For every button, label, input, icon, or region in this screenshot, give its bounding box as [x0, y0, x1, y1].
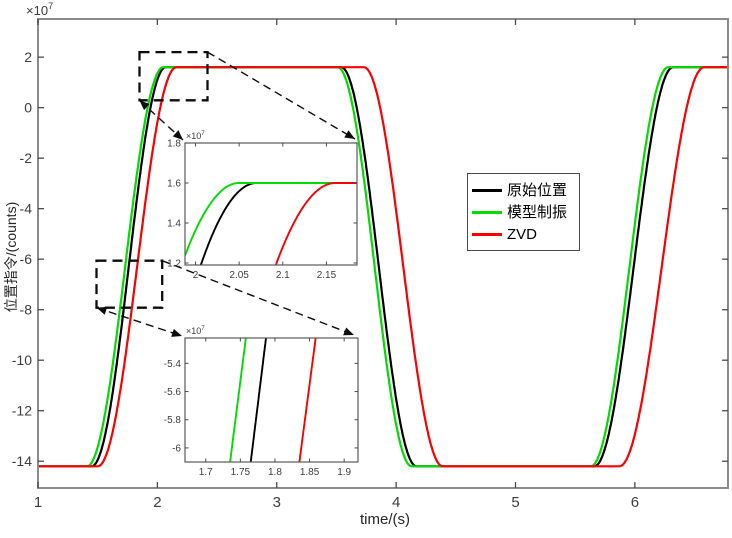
x-tick-label: 3: [273, 494, 281, 511]
inset-upper-x-tick-label: 2: [193, 270, 199, 281]
legend-item-model-damping[interactable]: 模型制振: [472, 201, 575, 223]
inset-lower-x-tick-label: 1.7: [199, 467, 213, 478]
series-original-position: [38, 66, 728, 468]
inset-lower-x-tick-label: 1.75: [231, 467, 251, 478]
legend-line-sample-original-position: [472, 188, 502, 192]
series-zvd: [38, 66, 728, 468]
inset-lower-box: [184, 337, 359, 463]
inset-upper-y-tick-label: 1.6: [167, 179, 181, 190]
inset-lower-y-tick-label: -5.6: [164, 387, 182, 398]
zoom-arrow-upper-right: [207, 51, 356, 140]
inset-lower-x-tick-label: 1.9: [337, 467, 351, 478]
zoom-arrow-line: [96, 307, 183, 337]
x-tick-label: 1: [34, 494, 42, 511]
y-tick-label: 2: [24, 49, 32, 65]
x-tick-label: 4: [392, 494, 400, 511]
inset-upper-series-model-damping: [185, 182, 357, 256]
legend[interactable]: 原始位置 模型制振 ZVD: [467, 173, 580, 251]
zoom-arrow-line: [207, 51, 356, 140]
y-tick-label: -14: [12, 453, 32, 469]
x-axis-label: time/(s): [360, 511, 410, 528]
zoom-arrow-lower-right: [161, 260, 355, 336]
inset-lower-x-tick-label: 1.85: [300, 467, 320, 478]
x-tick-label: 5: [511, 494, 519, 511]
inset-lower-x-tick-label: 1.8: [268, 467, 282, 478]
inset-lower-scale-label: ×107: [186, 325, 205, 336]
y-tick-label: -8: [20, 302, 33, 318]
zoom-arrow-lower-left: [96, 306, 183, 337]
zoom-arrow-head: [172, 130, 183, 140]
zoom-arrow-head: [344, 130, 355, 139]
inset-upper-series-zvd: [274, 182, 357, 265]
inset-upper-background: [185, 143, 357, 265]
inset-upper-y-tick-label: 1.8: [167, 139, 181, 150]
y-axis-label: 位置指令/(counts): [3, 201, 19, 313]
legend-line-sample-zvd: [472, 232, 502, 236]
main-plot-series-group: [38, 66, 728, 468]
zoom-arrow-line: [138, 99, 184, 141]
legend-item-label: 原始位置: [507, 181, 568, 199]
y-tick-label: -2: [20, 150, 33, 166]
zoom-region-rect-upper: [138, 50, 209, 102]
x-tick-label: 6: [631, 494, 639, 511]
y-tick-label: -12: [12, 403, 32, 419]
zoom-arrow-head: [139, 100, 150, 111]
legend-item-label: ZVD: [507, 225, 537, 243]
x-tick-label: 2: [153, 494, 161, 511]
inset-lower-y-tick-label: -5.8: [164, 415, 182, 426]
y-tick-label: 0: [24, 100, 32, 116]
zoom-arrow-line: [161, 260, 355, 336]
plot-area[interactable]: [38, 19, 728, 488]
inset-upper-x-tick-label: 2.1: [276, 270, 290, 281]
y-tick-label: -4: [20, 201, 33, 217]
inset-upper-y-tick-label: 1.4: [167, 219, 181, 230]
inset-upper-scale-label: ×107: [186, 130, 205, 141]
inset-lower-y-tick-label: -6: [172, 443, 181, 454]
zoom-region-rect-lower: [95, 259, 164, 309]
series-model-damping: [38, 66, 728, 468]
inset-upper-x-tick-label: 2.15: [317, 270, 337, 281]
zoom-arrow-head: [96, 306, 108, 315]
y-axis-scale-label: ×107: [26, 1, 53, 18]
zoom-arrow-head: [343, 327, 354, 336]
zoom-arrow-upper-left: [138, 99, 184, 141]
legend-line-sample-model-damping: [472, 210, 502, 214]
inset-upper-x-tick-label: 2.05: [229, 270, 249, 281]
y-tick-label: -10: [12, 352, 32, 368]
inset-upper-series-group: [185, 182, 357, 265]
inset-upper-y-tick-label: 1.2: [167, 259, 181, 270]
legend-item-zvd[interactable]: ZVD: [472, 223, 575, 245]
inset-lower-background: [185, 338, 358, 462]
inset-upper-box: [184, 142, 358, 266]
legend-item-original-position[interactable]: 原始位置: [472, 179, 575, 201]
legend-item-label: 模型制振: [507, 203, 568, 221]
axes-box: [37, 18, 729, 489]
zoom-arrow-head: [171, 328, 182, 337]
y-tick-label: -6: [20, 251, 33, 267]
inset-lower-y-tick-label: -5.4: [164, 359, 182, 370]
